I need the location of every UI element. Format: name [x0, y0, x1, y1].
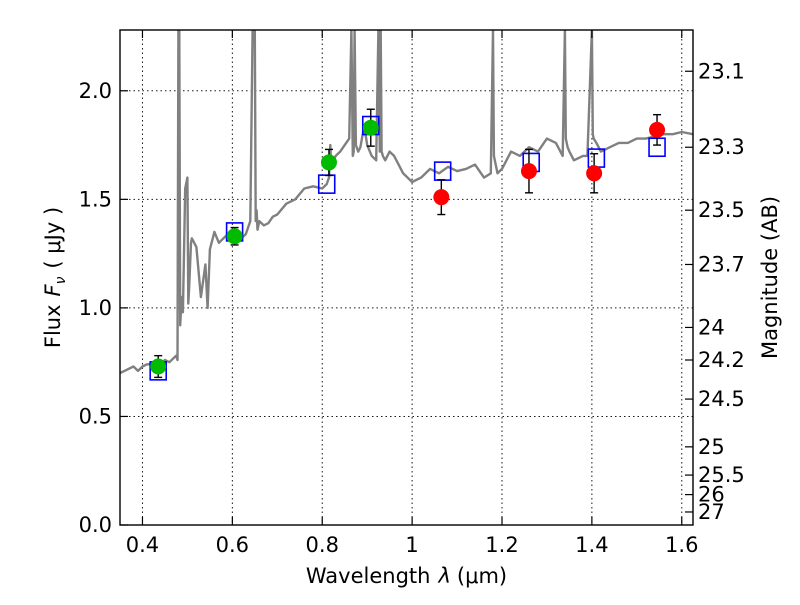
y2-tick-label: 23.3: [698, 135, 745, 159]
x-tick-label: 1.4: [575, 533, 608, 557]
y-tick-label: 1.0: [79, 296, 112, 320]
y2-tick-label: 27: [698, 500, 725, 524]
y2-tick-label: 23.7: [698, 252, 745, 276]
data-point: [320, 154, 337, 171]
y-tick-label: 1.5: [79, 187, 112, 211]
y2-tick-label: 23.5: [698, 198, 745, 222]
spectrum-line: [120, 30, 693, 375]
y2-tick-label: 26: [698, 483, 725, 507]
y2-tick-label: 24: [698, 315, 725, 339]
x-tick-label: 0.8: [306, 533, 339, 557]
x-axis-title: Wavelength λ (μm): [306, 564, 507, 588]
plot-area: [120, 30, 693, 381]
data-point: [150, 358, 167, 375]
data-point: [520, 163, 537, 180]
x-tick-label: 0.6: [216, 533, 249, 557]
x-tick-label: 0.4: [126, 533, 159, 557]
y2-tick-label: 24.2: [698, 348, 745, 372]
y2-tick-label: 25: [698, 435, 725, 459]
y2-tick-label: 24.5: [698, 387, 745, 411]
x-tick-label: 1: [405, 533, 418, 557]
axes: 0.4 0.6 0.8 1 1.2 1.4 1.6 0.0 0.5 1.0 1.5 2.0 23.1 23…: [79, 30, 745, 557]
x-tick-label: 1.2: [485, 533, 518, 557]
plot-frame: [119, 29, 694, 526]
data-point: [362, 119, 379, 136]
x-tick-label: 1.6: [665, 533, 698, 557]
data-point: [433, 189, 450, 206]
y2-tick-label: 23.1: [698, 59, 745, 83]
data-point: [649, 121, 666, 138]
data-point: [226, 228, 243, 245]
grid: [120, 30, 693, 526]
y2-tick-label: 25.5: [698, 463, 745, 487]
y-axis-title: FluxFν( μJy ): [41, 207, 69, 348]
y2-axis-title: Magnitude (AB): [758, 196, 782, 359]
data-point: [586, 165, 603, 182]
y-tick-label: 0.0: [79, 513, 112, 537]
y-tick-label: 2.0: [79, 79, 112, 103]
y-tick-label: 0.5: [79, 404, 112, 428]
